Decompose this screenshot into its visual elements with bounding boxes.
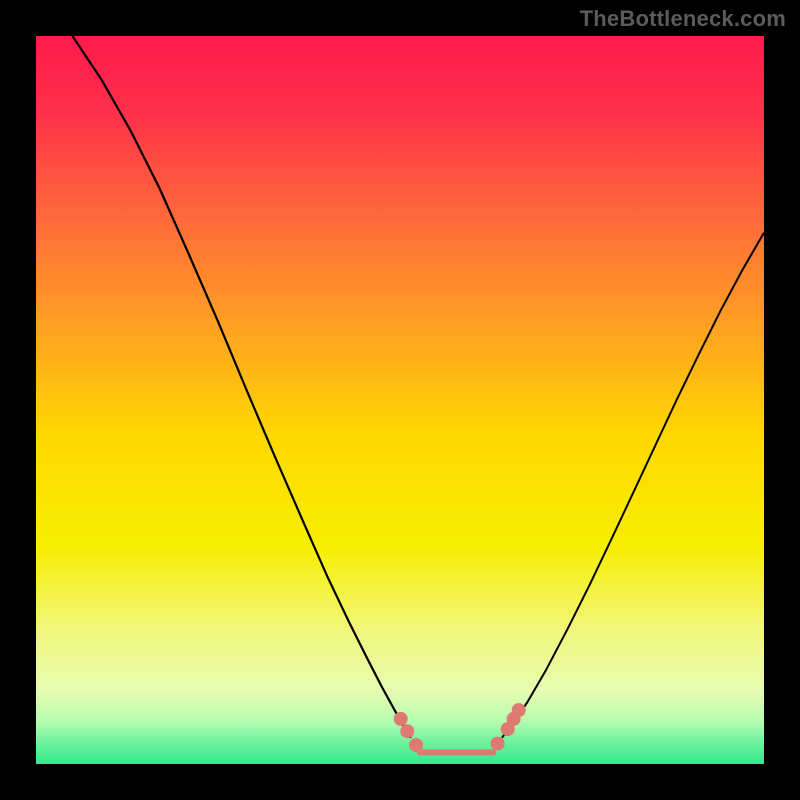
marker-group-left — [394, 712, 423, 752]
marker-dot — [512, 703, 526, 717]
curve-right — [502, 233, 764, 738]
marker-dot — [394, 712, 408, 726]
chart-plot-svg — [0, 0, 800, 800]
marker-group-right — [491, 703, 526, 751]
watermark-text: TheBottleneck.com — [580, 6, 786, 32]
marker-dot — [400, 724, 414, 738]
marker-dot — [409, 738, 423, 752]
chart-container: TheBottleneck.com — [0, 0, 800, 800]
curve-left — [72, 36, 411, 738]
marker-dot — [491, 737, 505, 751]
